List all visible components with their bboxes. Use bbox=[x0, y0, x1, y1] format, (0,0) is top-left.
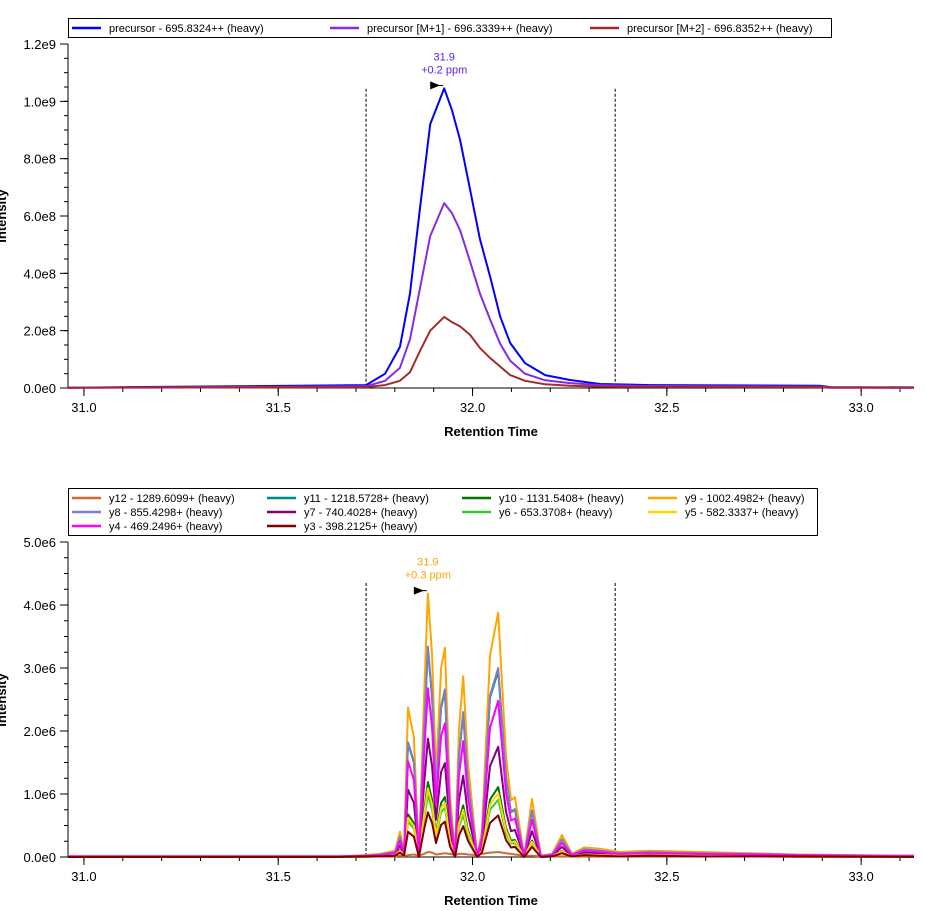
y-tick-label: 2.0e6 bbox=[23, 724, 56, 739]
x-axis-title: Retention Time bbox=[444, 893, 538, 908]
series-line-y12 bbox=[68, 851, 914, 858]
legend-label: precursor [M+2] - 696.8352++ (heavy) bbox=[627, 23, 813, 35]
y-tick-label: 1.0e9 bbox=[23, 94, 56, 109]
x-tick-label: 33.0 bbox=[848, 869, 873, 884]
y-tick-label: 6.0e8 bbox=[23, 209, 56, 224]
legend-label: y9 - 1002.4982+ (heavy) bbox=[685, 493, 805, 505]
y-tick-label: 4.0e6 bbox=[23, 598, 56, 613]
peak-ppm-label: +0.3 ppm bbox=[405, 570, 451, 582]
series-group bbox=[67, 87, 915, 389]
legend-label: y11 - 1218.5728+ (heavy) bbox=[304, 493, 429, 505]
x-tick-label: 32.0 bbox=[460, 400, 485, 415]
legend-label: y5 - 582.3337+ (heavy) bbox=[685, 507, 798, 519]
x-tick-label: 31.0 bbox=[71, 869, 96, 884]
series-line-precursor-m2 bbox=[67, 315, 914, 389]
legend-item: y6 - 653.3708+ (heavy) bbox=[462, 507, 612, 519]
peak-rt-label: 31.9 bbox=[417, 557, 438, 569]
fragment-chromatogram-plot: 31.0 31.5 32.0 32.5 33.0 0.0e0 1.0e6 2.0e6 3.0e6… bbox=[0, 488, 915, 908]
x-tick-label: 31.5 bbox=[266, 400, 291, 415]
legend-label: y6 - 653.3708+ (heavy) bbox=[499, 507, 612, 519]
legend-label: y8 - 855.4298+ (heavy) bbox=[109, 507, 222, 519]
series-line-y10 bbox=[68, 781, 915, 858]
y-tick-label: 5.0e6 bbox=[23, 535, 56, 550]
legend-item: y12 - 1289.6099+ (heavy) bbox=[72, 493, 235, 505]
legend-label: y7 - 740.4028+ (heavy) bbox=[304, 507, 417, 519]
legend-item: precursor [M+2] - 696.8352++ (heavy) bbox=[590, 23, 813, 35]
y-tick-label: 0.0e0 bbox=[23, 381, 56, 396]
x-tick-label: 32.5 bbox=[654, 400, 679, 415]
series-line-precursor-m1 bbox=[67, 202, 915, 389]
legend-label: y12 - 1289.6099+ (heavy) bbox=[109, 493, 235, 505]
legend-label: y10 - 1131.5408+ (heavy) bbox=[499, 493, 624, 505]
series-line-y9 bbox=[68, 592, 915, 858]
y-tick-label: 3.0e6 bbox=[23, 661, 56, 676]
y-tick-label: 1.2e9 bbox=[23, 37, 56, 52]
precursor-chromatogram-plot: 31.0 31.5 32.0 32.5 33.0 0.0e0 2.0e8 4.0e8 6.0e8… bbox=[0, 18, 915, 439]
y-tick-label: 1.0e6 bbox=[23, 787, 56, 802]
series-line-y4 bbox=[68, 687, 915, 858]
legend-item: precursor - 695.8324++ (heavy) bbox=[72, 23, 264, 35]
x-tick-label: 32.0 bbox=[460, 869, 485, 884]
legend: precursor - 695.8324++ (heavy) precursor … bbox=[68, 18, 832, 38]
x-tick-label: 31.5 bbox=[266, 869, 291, 884]
x-tick-label: 33.0 bbox=[848, 400, 873, 415]
y-tick-label: 0.0e0 bbox=[23, 850, 56, 865]
y-tick-label: 2.0e8 bbox=[23, 324, 56, 339]
legend-item: y8 - 855.4298+ (heavy) bbox=[72, 507, 222, 519]
legend-item: y5 - 582.3337+ (heavy) bbox=[648, 507, 798, 519]
legend-item: y11 - 1218.5728+ (heavy) bbox=[267, 493, 429, 505]
y-axis-title: Intensity bbox=[0, 673, 9, 727]
series-line-y8 bbox=[68, 645, 915, 858]
legend-label: precursor - 695.8324++ (heavy) bbox=[109, 23, 264, 35]
x-axis-title: Retention Time bbox=[444, 424, 538, 439]
legend-item: y10 - 1131.5408+ (heavy) bbox=[462, 493, 624, 505]
legend-box bbox=[68, 488, 818, 536]
y-tick-label: 8.0e8 bbox=[23, 152, 56, 167]
series-group bbox=[68, 592, 915, 858]
series-line-precursor bbox=[67, 87, 915, 389]
legend-label: y4 - 469.2496+ (heavy) bbox=[109, 521, 222, 533]
y-axis-title: Intensity bbox=[0, 189, 9, 243]
legend-label: y3 - 398.2125+ (heavy) bbox=[304, 521, 417, 533]
series-line-y3 bbox=[68, 811, 915, 858]
x-tick-label: 31.0 bbox=[71, 400, 96, 415]
legend-item: y4 - 469.2496+ (heavy) bbox=[72, 521, 222, 533]
x-tick-label: 32.5 bbox=[654, 869, 679, 884]
legend-item: y7 - 740.4028+ (heavy) bbox=[267, 507, 417, 519]
legend-box bbox=[68, 18, 832, 38]
series-line-y7 bbox=[68, 737, 915, 858]
peak-ppm-label: +0.2 ppm bbox=[421, 64, 467, 76]
legend-item: precursor [M+1] - 696.3339++ (heavy) bbox=[330, 23, 553, 35]
series-line-y11 bbox=[68, 648, 915, 858]
legend-item: y9 - 1002.4982+ (heavy) bbox=[648, 493, 805, 505]
legend-label: precursor [M+1] - 696.3339++ (heavy) bbox=[367, 23, 553, 35]
legend-item: y3 - 398.2125+ (heavy) bbox=[267, 521, 417, 533]
peak-rt-label: 31.9 bbox=[433, 51, 454, 63]
y-tick-label: 4.0e8 bbox=[23, 266, 56, 281]
legend: y12 - 1289.6099+ (heavy) y11 - 1218.5728+… bbox=[68, 488, 818, 536]
